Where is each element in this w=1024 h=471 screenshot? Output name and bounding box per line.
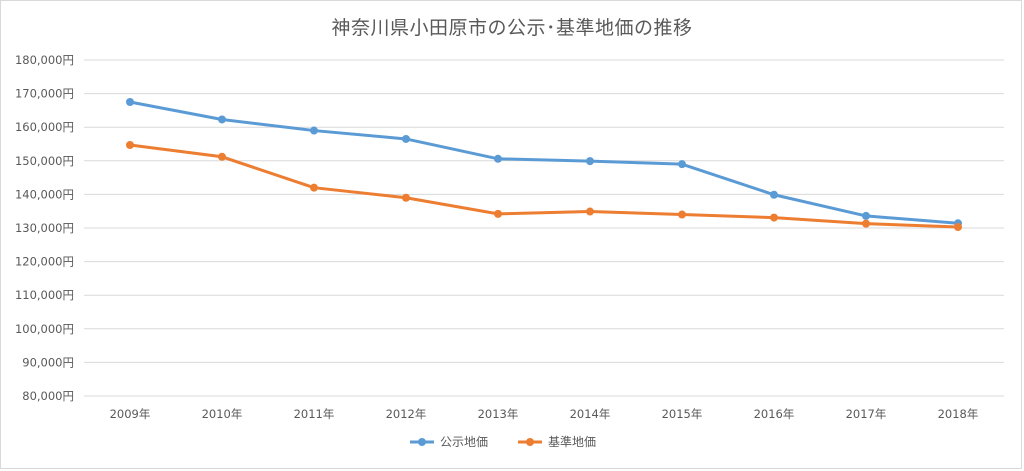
- data-point: [218, 152, 226, 161]
- data-point: [402, 134, 410, 143]
- data-point: [310, 183, 318, 192]
- series-line-1: [128, 100, 960, 225]
- x-tick-label: 2018年: [938, 407, 979, 421]
- y-tick-label: 170,000円: [15, 87, 74, 101]
- y-tick-label: 130,000円: [15, 221, 74, 235]
- x-tick-label: 2009年: [110, 407, 151, 421]
- data-point: [678, 210, 686, 219]
- y-tick-label: 160,000円: [15, 120, 74, 134]
- y-tick-label: 80,000円: [22, 389, 74, 403]
- x-tick-label: 2017年: [846, 407, 887, 421]
- x-tick-label: 2013年: [478, 407, 519, 421]
- legend-label: 公示地価: [440, 435, 488, 449]
- data-point: [494, 209, 502, 218]
- legend-swatch-marker: [526, 438, 534, 446]
- data-point: [770, 213, 778, 222]
- data-point: [862, 219, 870, 228]
- x-tick-label: 2012年: [386, 407, 427, 421]
- y-tick-label: 150,000円: [15, 154, 74, 168]
- data-point: [586, 207, 594, 216]
- data-point: [586, 157, 594, 166]
- data-point: [126, 98, 134, 106]
- data-point: [770, 190, 778, 199]
- legend-swatch-marker: [418, 438, 426, 446]
- x-tick-label: 2011年: [294, 407, 335, 421]
- data-point: [954, 222, 962, 231]
- data-point: [126, 141, 134, 150]
- data-point: [310, 126, 318, 135]
- y-tick-label: 100,000円: [15, 322, 74, 336]
- x-tick-label: 2016年: [754, 407, 795, 421]
- x-tick-label: 2015年: [662, 407, 703, 421]
- data-point: [862, 211, 870, 220]
- x-tick-label: 2010年: [202, 407, 243, 421]
- data-point: [218, 115, 226, 124]
- data-point: [402, 193, 410, 202]
- y-tick-label: 120,000円: [15, 255, 74, 269]
- data-point: [678, 160, 686, 169]
- y-tick-label: 90,000円: [22, 355, 74, 369]
- chart-title: 神奈川県小田原市の公示･基準地価の推移: [331, 17, 693, 39]
- y-tick-label: 140,000円: [15, 187, 74, 201]
- data-point: [494, 154, 502, 163]
- legend-label: 基準地価: [548, 434, 596, 449]
- x-tick-label: 2014年: [570, 407, 611, 421]
- y-tick-label: 180,000円: [15, 53, 74, 67]
- series-line-2: [128, 143, 960, 229]
- y-tick-label: 110,000円: [15, 288, 74, 302]
